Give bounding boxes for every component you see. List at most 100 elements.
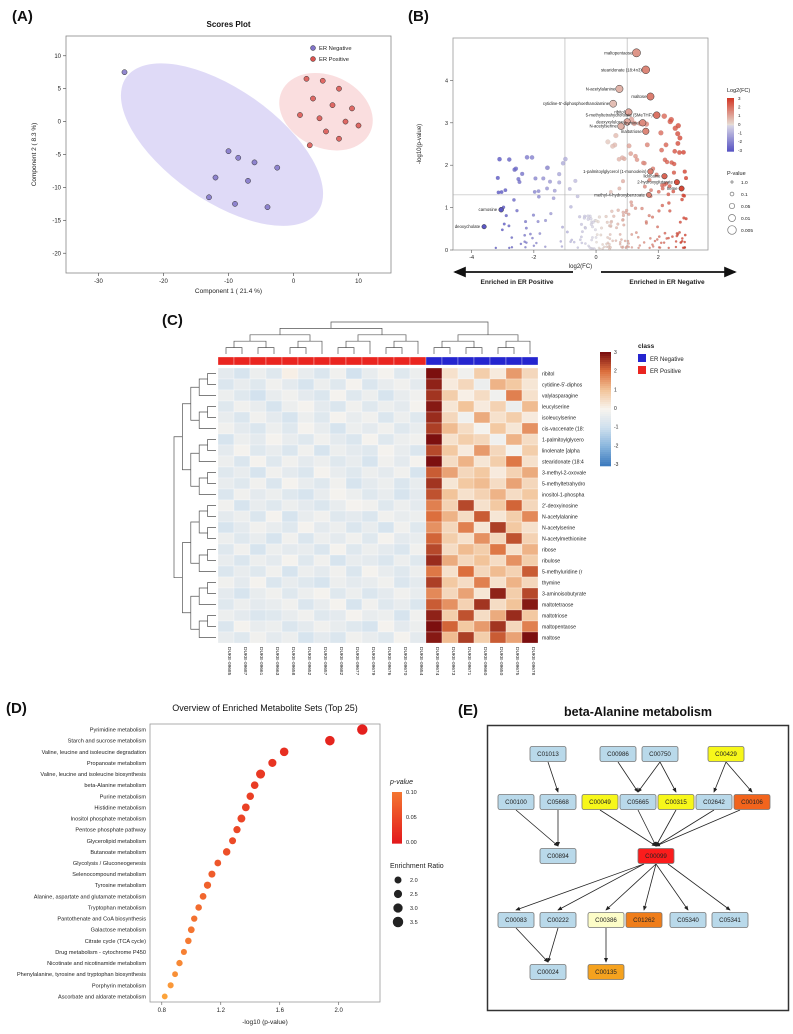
svg-text:Porphyrin metabolism: Porphyrin metabolism <box>92 983 146 989</box>
svg-text:-2: -2 <box>614 443 619 449</box>
pathway-title: beta-Alanine metabolism <box>564 705 712 719</box>
svg-text:1-palmitoylglycerol (1-monoole: 1-palmitoylglycerol (1-monoolein) <box>583 169 647 174</box>
svg-text:-4: -4 <box>469 255 474 261</box>
svg-text:0.1: 0.1 <box>741 192 748 198</box>
column-labels: DUKE-09685 DUKE-09687 DUKE-09661 DUKE-09663… <box>226 647 536 676</box>
panel-d-label: (D) <box>6 700 27 717</box>
svg-text:3.5: 3.5 <box>410 920 418 926</box>
svg-text:-1: -1 <box>614 425 619 431</box>
svg-text:DUKE-09663: DUKE-09663 <box>274 647 280 676</box>
svg-text:Valine, leucine and isoleucine: Valine, leucine and isoleucine degradati… <box>42 750 146 756</box>
svg-text:Component 2 ( 8.3 %): Component 2 ( 8.3 %) <box>31 123 38 187</box>
svg-text:DUKE-09650: DUKE-09650 <box>498 647 504 676</box>
svg-text:C00099: C00099 <box>645 853 667 860</box>
enrichment-dotplot: 0.8 1.2 1.6 2.0 -log10 (p-value) Pyrimidine m… <box>17 723 444 1026</box>
svg-text:ER Negative: ER Negative <box>319 46 352 52</box>
svg-text:5: 5 <box>58 87 62 93</box>
svg-text:maltotetraose: maltotetraose <box>542 603 574 609</box>
column-dendrogram <box>225 321 531 354</box>
svg-text:-3: -3 <box>738 148 742 153</box>
pvalue-size-legend: P-value 1.0 0.1 0.05 0.01 0.005 <box>727 171 753 235</box>
legend: ER Negative ER Positive <box>310 45 352 63</box>
svg-text:2: 2 <box>738 104 741 109</box>
svg-text:isoleucylserine: isoleucylserine <box>542 416 576 422</box>
svg-text:5-methyltetrahydro: 5-methyltetrahydro <box>542 482 585 488</box>
diagram-border <box>486 724 790 1012</box>
svg-text:Alanine, aspartate and glutama: Alanine, aspartate and glutamate metabol… <box>34 894 147 900</box>
svg-text:ribose: ribose <box>542 548 556 554</box>
value-colorbar: 3 2 1 0 -1 -2 -3 <box>600 350 619 468</box>
svg-text:C00750: C00750 <box>649 751 671 758</box>
svg-text:cytidine-5'-diphos: cytidine-5'-diphos <box>542 383 583 389</box>
svg-text:maltose: maltose <box>631 94 647 99</box>
svg-text:Purine metabolism: Purine metabolism <box>100 794 147 800</box>
svg-text:DUKE-09673: DUKE-09673 <box>450 647 456 676</box>
svg-text:Ascorbate and aldarate metabol: Ascorbate and aldarate metabolism <box>58 994 146 1000</box>
svg-text:DUKE-09675: DUKE-09675 <box>514 647 520 676</box>
svg-text:DUKE-09687: DUKE-09687 <box>242 647 248 676</box>
svg-text:DUKE-09654: DUKE-09654 <box>418 647 424 676</box>
class-color-bar <box>217 356 539 366</box>
svg-text:1.0: 1.0 <box>741 180 748 186</box>
svg-text:2: 2 <box>614 369 617 375</box>
svg-text:0.10: 0.10 <box>406 790 417 796</box>
svg-text:C05341: C05341 <box>719 917 741 924</box>
svg-text:10: 10 <box>54 54 61 60</box>
svg-text:p-value: p-value <box>389 779 413 786</box>
svg-text:-3: -3 <box>614 462 619 468</box>
axes: -4 -2 0 2 0 1 2 3 4 log2(FC) -log10(p-value) <box>417 78 660 270</box>
svg-text:cytidine-5'-diphosphoethanolam: cytidine-5'-diphosphoethanolamine <box>543 101 610 106</box>
svg-text:C05340: C05340 <box>677 917 699 924</box>
svg-text:Inositol phosphate metabolism: Inositol phosphate metabolism <box>70 817 146 823</box>
svg-text:3.0: 3.0 <box>410 906 418 912</box>
svg-text:maltopentaose: maltopentaose <box>542 625 576 631</box>
plot-frame <box>452 37 709 251</box>
svg-text:ER Negative: ER Negative <box>650 357 684 363</box>
svg-text:stearidonate (18:4n3): stearidonate (18:4n3) <box>601 67 642 72</box>
svg-text:2.5: 2.5 <box>410 892 418 898</box>
svg-text:DUKE-09670: DUKE-09670 <box>402 647 408 676</box>
svg-text:Citrate cycle (TCA cycle): Citrate cycle (TCA cycle) <box>85 939 146 945</box>
svg-text:linolenate [alpha: linolenate [alpha <box>542 449 580 455</box>
svg-text:Glycolysis / Gluconeogenesis: Glycolysis / Gluconeogenesis <box>73 861 146 867</box>
pathway-diagram: C01013 C00986 C00750 C00429 C00100 C05668 C000… <box>486 724 790 1012</box>
svg-text:N-acetylmethionine: N-acetylmethionine <box>542 537 587 543</box>
svg-text:-log10(p-value): -log10(p-value) <box>417 124 423 164</box>
pvalue-legend: p-value 0.10 0.05 0.00 <box>389 779 417 846</box>
panel-b-label: (B) <box>408 8 429 25</box>
point-cloud <box>494 113 689 251</box>
labeled-points: maltopentaose stearidonate (18:4n3) N-acet… <box>455 48 685 229</box>
svg-text:-10: -10 <box>224 279 233 285</box>
svg-text:0.01: 0.01 <box>741 216 751 222</box>
svg-text:-30: -30 <box>94 279 103 285</box>
panel-e-label: (E) <box>458 702 478 719</box>
svg-text:Selenocompound metabolism: Selenocompound metabolism <box>72 872 146 878</box>
svg-text:Enriched in ER Negative: Enriched in ER Negative <box>629 279 705 286</box>
svg-text:-10: -10 <box>52 185 61 191</box>
svg-text:Galactose metabolism: Galactose metabolism <box>91 928 147 934</box>
svg-text:C05665: C05665 <box>627 799 649 806</box>
reference-lines <box>453 38 708 250</box>
svg-text:2.0: 2.0 <box>335 1008 344 1014</box>
svg-text:Enriched in ER Positive: Enriched in ER Positive <box>481 279 554 286</box>
svg-text:DUKE-09679: DUKE-09679 <box>370 647 376 676</box>
axes: -30 -20 -10 0 10 -20 -15 -10 -5 0 5 10 Component 1 (… <box>31 54 362 295</box>
svg-text:0: 0 <box>292 279 296 285</box>
svg-text:DUKE-09674: DUKE-09674 <box>434 647 440 676</box>
svg-text:C00429: C00429 <box>715 751 737 758</box>
svg-text:DUKE-09685: DUKE-09685 <box>226 647 232 676</box>
svg-text:DUKE-09671: DUKE-09671 <box>466 647 472 676</box>
svg-text:-2: -2 <box>738 139 742 144</box>
svg-text:C05668: C05668 <box>547 799 569 806</box>
svg-text:N-acetylserine: N-acetylserine <box>589 124 617 129</box>
svg-text:deoxycholate: deoxycholate <box>455 224 481 229</box>
enrichment-ratio-legend: Enrichment Ratio 2.0 2.5 3.0 3.5 <box>390 863 444 928</box>
svg-text:C00135: C00135 <box>595 969 617 976</box>
svg-text:Drug metabolism - cytochrome P: Drug metabolism - cytochrome P450 <box>55 950 146 956</box>
svg-text:C00049: C00049 <box>589 799 611 806</box>
svg-text:thymine: thymine <box>624 120 640 125</box>
svg-text:DUKE-09652: DUKE-09652 <box>306 647 312 676</box>
svg-text:C00106: C00106 <box>741 799 763 806</box>
svg-text:0.005: 0.005 <box>741 228 753 234</box>
